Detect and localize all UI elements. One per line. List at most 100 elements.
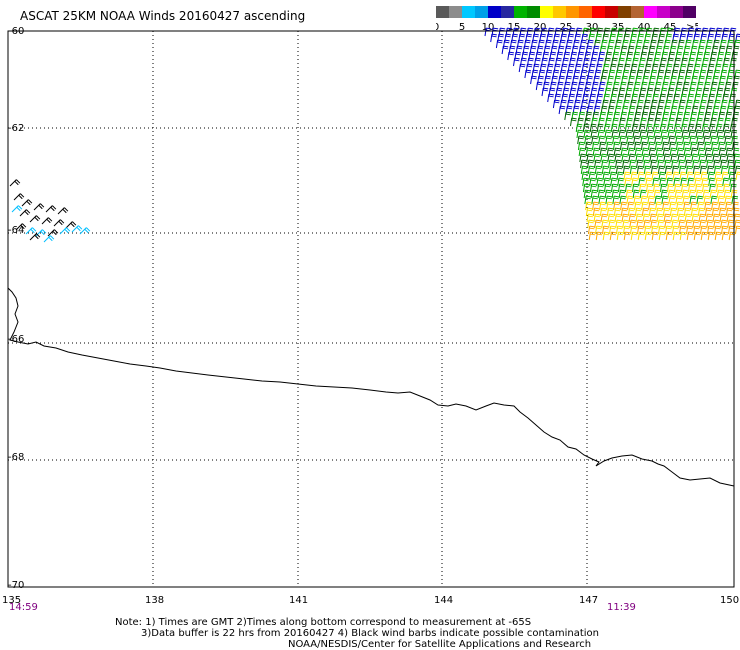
- wind-barb-feather: [623, 105, 629, 108]
- wind-barb: [570, 118, 573, 127]
- wind-barb: [601, 166, 604, 175]
- wind-barb-feather: [680, 173, 686, 176]
- wind-barb-feather: [566, 107, 573, 110]
- wind-barb-feather: [518, 39, 524, 42]
- wind-barb-feather: [610, 225, 616, 228]
- wind-barb-feather: [650, 147, 656, 150]
- wind-barb-feather: [693, 213, 699, 216]
- wind-barb-feather: [629, 147, 635, 150]
- wind-barb: [594, 220, 597, 229]
- wind-barb-feather: [641, 51, 648, 54]
- wind-barb-feather: [579, 47, 586, 50]
- wind-barb-feather: [608, 209, 614, 212]
- note-line-3: NOAA/NESDIS/Center for Satellite Applica…: [288, 639, 592, 650]
- colorbar-swatch: [592, 6, 605, 18]
- lon-label-135: 135: [2, 595, 22, 606]
- wind-barb-feather: [721, 161, 727, 164]
- wind-barb-feather: [658, 105, 664, 108]
- wind-barb-feather: [619, 59, 625, 62]
- wind-barb-feather: [514, 59, 520, 62]
- wind-barb-feather: [600, 47, 607, 50]
- wind-barb: [635, 154, 638, 163]
- wind-barb-feather: [619, 185, 625, 188]
- wind-barb-feather: [654, 123, 660, 126]
- wind-barb-feather: [590, 233, 596, 236]
- wind-barb-feather: [686, 41, 692, 44]
- colorbar-swatch: [631, 6, 644, 18]
- wind-barb-feather: [566, 75, 572, 78]
- wind-barb-feather: [537, 83, 543, 86]
- wind-barb: [647, 196, 650, 205]
- wind-barb-feather: [612, 59, 618, 62]
- wind-barb: [619, 136, 622, 145]
- wind-barb: [671, 160, 674, 169]
- wind-barb-feather: [676, 51, 683, 54]
- wind-barb-feather: [681, 65, 687, 68]
- wind-barb: [594, 226, 598, 235]
- wind-barb-feather: [690, 189, 696, 192]
- wind-barb-feather: [671, 153, 678, 156]
- wind-barb-feather: [614, 83, 620, 86]
- wind-barb-feather: [666, 101, 672, 104]
- wind-barb: [615, 160, 618, 169]
- wind-barb-feather: [722, 165, 728, 168]
- wind-barb-feather: [564, 53, 570, 56]
- wind-barb-feather: [563, 89, 569, 92]
- wind-barb-feather: [713, 75, 719, 78]
- wind-barb: [691, 154, 694, 163]
- wind-barb-feather: [588, 221, 594, 224]
- wind-barb-feather: [703, 191, 710, 194]
- wind-barb-feather: [720, 77, 726, 80]
- wind-barb-feather: [657, 215, 663, 218]
- wind-barb-feather: [626, 191, 633, 194]
- wind-barb: [683, 148, 686, 157]
- wind-barb-feather: [673, 167, 679, 170]
- wind-barb-feather: [621, 149, 628, 152]
- wind-barb-feather: [734, 215, 740, 218]
- wind-barb-feather: [527, 63, 533, 66]
- wind-barb-feather: [630, 105, 636, 108]
- wind-barb: [698, 154, 701, 163]
- wind-barb-feather: [560, 41, 566, 44]
- wind-barb: [618, 130, 621, 139]
- wind-barb-feather: [677, 111, 684, 114]
- wind-barb-feather: [576, 63, 582, 66]
- wind-barb-feather: [561, 35, 567, 38]
- wind-barb: [707, 232, 710, 241]
- wind-barb-feather: [668, 185, 674, 188]
- wind-barb-feather: [689, 125, 695, 128]
- wind-barb-feather: [543, 53, 549, 56]
- wind-barb-feather: [623, 159, 629, 162]
- wind-barb-feather: [706, 153, 713, 156]
- wind-barb-feather: [543, 51, 550, 54]
- wind-barb-feather: [531, 45, 537, 48]
- wind-barb-feather: [709, 233, 715, 236]
- wind-barb-feather: [642, 113, 648, 116]
- wind-barb-feather: [589, 69, 595, 72]
- wind-barb: [719, 214, 722, 223]
- wind-barb-feather: [587, 75, 593, 78]
- wind-barb: [626, 196, 629, 205]
- wind-barb: [649, 154, 652, 163]
- wind-barb-feather: [645, 225, 651, 228]
- wind-barb-feather: [606, 53, 612, 56]
- wind-barb-feather: [528, 59, 534, 62]
- wind-barb-feather: [650, 77, 656, 80]
- wind-barb-feather: [578, 129, 584, 132]
- wind-barb-feather: [675, 191, 682, 194]
- wind-barb-feather: [647, 185, 653, 188]
- wind-barb-feather: [40, 203, 45, 208]
- wind-barb-feather: [579, 149, 586, 152]
- wind-barb-feather: [658, 159, 664, 162]
- wind-barb-feather: [649, 203, 655, 206]
- wind-barb: [669, 148, 672, 157]
- wind-barb-feather: [600, 203, 606, 206]
- wind-barb-feather: [603, 69, 609, 72]
- wind-barb-feather: [703, 131, 709, 134]
- wind-barb: [614, 214, 617, 223]
- wind-barb-feather: [701, 69, 707, 72]
- colorbar-label: 0: [436, 22, 439, 33]
- wind-barb-feather: [667, 95, 673, 98]
- wind-barb-feather: [705, 47, 712, 50]
- wind-barb-feather: [724, 125, 730, 128]
